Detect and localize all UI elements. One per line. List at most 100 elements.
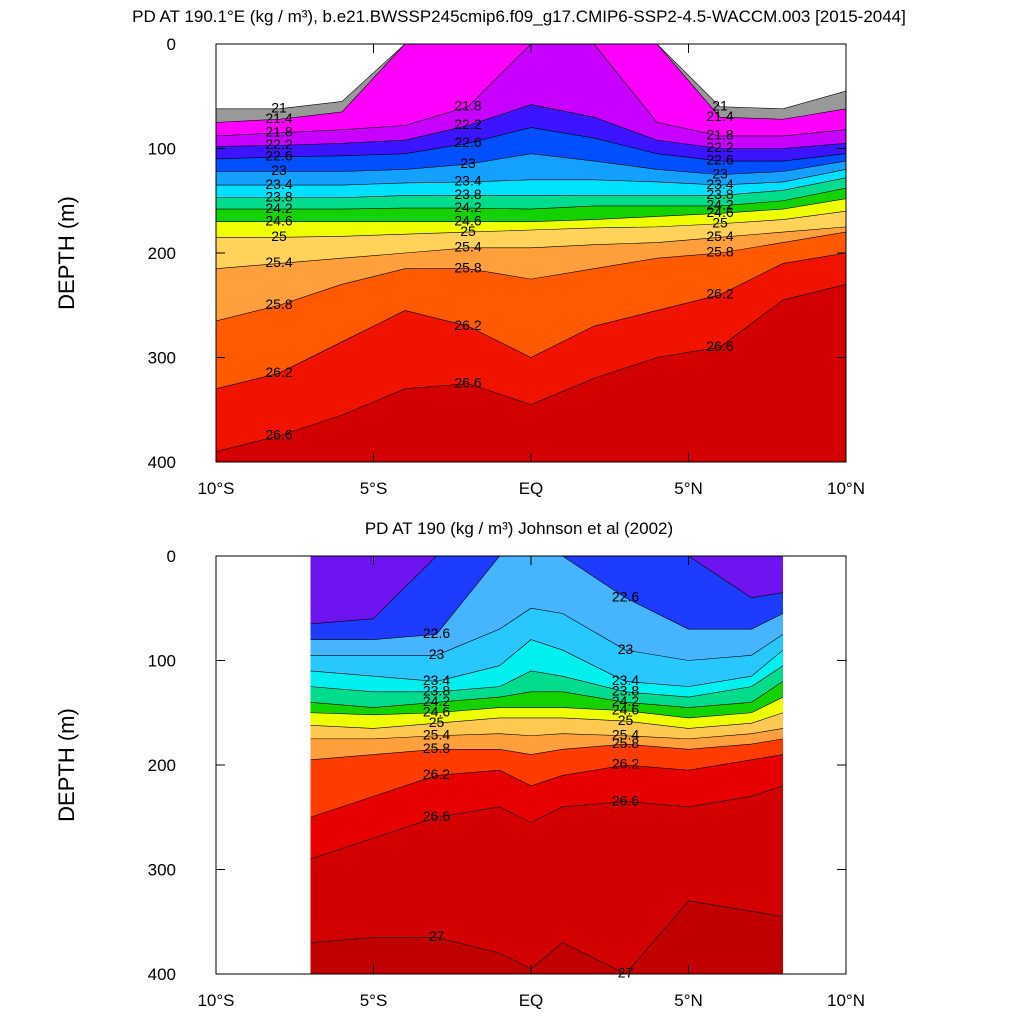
contour-line <box>216 153 846 175</box>
contour-label: 23 <box>271 162 287 178</box>
contour-line <box>216 44 846 123</box>
contour-label: 22.6 <box>454 134 481 150</box>
contour-line <box>310 556 784 625</box>
contour-label: 25.4 <box>706 228 733 244</box>
y-axis-label: DEPTH (m) <box>54 196 79 310</box>
contour-label: 26.2 <box>706 286 733 302</box>
contour-label: 26.2 <box>454 317 481 333</box>
contour-label: 24.2 <box>265 200 292 216</box>
contour-label: 25.4 <box>265 254 292 270</box>
contour-line <box>310 738 784 761</box>
contour-line <box>310 556 784 640</box>
contour-line <box>310 607 784 661</box>
contour-line <box>310 712 784 729</box>
contour-label: 25.8 <box>423 740 450 756</box>
contour-label: 24.2 <box>612 693 639 709</box>
contour-label: 23.4 <box>423 672 450 688</box>
chart-title: PD AT 190 (kg / m³) Johnson et al (2002) <box>365 519 673 538</box>
contour-label: 22.2 <box>454 116 481 132</box>
y-tick-label: 300 <box>148 861 176 880</box>
contour-label: 21.4 <box>265 110 292 126</box>
contour-label: 25.8 <box>612 735 639 751</box>
x-tick-label: 10°N <box>827 991 865 1010</box>
x-tick-label: 10°S <box>197 479 234 498</box>
x-tick-label: 10°N <box>827 479 865 498</box>
contour-label: 25.8 <box>706 244 733 260</box>
y-tick-label: 100 <box>148 140 176 159</box>
contour-label: 22.6 <box>706 152 733 168</box>
contour-line <box>310 900 784 974</box>
contour-line <box>216 44 846 110</box>
contour-line <box>216 210 846 238</box>
contour-line <box>310 639 784 687</box>
contour-label: 22.6 <box>265 148 292 164</box>
contour-label: 23 <box>460 155 476 171</box>
contour-label: 23.8 <box>706 186 733 202</box>
contour-label: 21 <box>712 97 728 113</box>
contour-label: 27 <box>429 928 445 944</box>
contour-label: 22.6 <box>423 625 450 641</box>
contour-label: 23 <box>429 646 445 662</box>
contour-label: 21.8 <box>706 127 733 143</box>
contour-label: 22.6 <box>612 589 639 605</box>
contour-band <box>310 785 783 974</box>
contour-line <box>216 44 846 137</box>
contour-label: 22.2 <box>706 139 733 155</box>
contour-label: 25.4 <box>612 726 639 742</box>
contour-fills <box>310 556 784 974</box>
y-tick-label: 400 <box>148 453 176 472</box>
contour-line <box>216 177 846 198</box>
contour-label: 26.6 <box>612 792 639 808</box>
contour-line <box>310 785 784 860</box>
contour-label: 25 <box>429 714 445 730</box>
contour-label: 23.8 <box>612 683 639 699</box>
contour-line <box>216 127 846 162</box>
contour-label: 21.8 <box>454 97 481 113</box>
x-tick-label: EQ <box>519 991 544 1010</box>
contour-label: 23 <box>618 641 634 657</box>
contour-label: 24.6 <box>706 204 733 220</box>
contour-label: 26.2 <box>423 766 450 782</box>
contour-label: 25.8 <box>454 259 481 275</box>
contour-label: 23.4 <box>706 176 733 192</box>
contour-label: 26.6 <box>706 338 733 354</box>
contour-label: 25.4 <box>454 238 481 254</box>
x-tick-label: 5°S <box>360 991 388 1010</box>
contour-label: 26.6 <box>265 427 292 443</box>
contour-line <box>216 104 846 149</box>
contour-label: 23.4 <box>612 672 639 688</box>
contour-label: 25 <box>618 712 634 728</box>
contour-line <box>310 696 784 719</box>
contour-label: 26.6 <box>454 374 481 390</box>
y-tick-label: 300 <box>148 349 176 368</box>
contour-label: 24.6 <box>265 212 292 228</box>
contour-label: 25.4 <box>423 726 450 742</box>
x-tick-label: EQ <box>519 479 544 498</box>
y-tick-label: 400 <box>148 965 176 984</box>
contour-label: 25 <box>460 223 476 239</box>
contour-label: 21.4 <box>706 108 733 124</box>
contour-label: 23.8 <box>454 186 481 202</box>
contour-line <box>216 187 846 210</box>
contour-label: 23.4 <box>454 173 481 189</box>
contour-line <box>310 728 784 740</box>
y-tick-label: 200 <box>148 756 176 775</box>
x-tick-label: 5°N <box>674 479 703 498</box>
contour-fills <box>216 44 846 462</box>
contour-line <box>216 252 846 390</box>
contour-band <box>216 284 846 462</box>
contour-band <box>310 900 783 974</box>
contour-label: 25 <box>271 228 287 244</box>
chart-title: PD AT 190.1°E (kg / m³), b.e21.BWSSP245c… <box>132 7 906 26</box>
contour-label: 23 <box>712 165 728 181</box>
contour-label: 24.2 <box>423 693 450 709</box>
y-tick-label: 200 <box>148 244 176 263</box>
contour-line <box>216 169 846 186</box>
contour-label: 24.6 <box>454 212 481 228</box>
x-tick-label: 5°N <box>674 991 703 1010</box>
contour-line <box>310 665 784 698</box>
contour-label: 24.2 <box>454 199 481 215</box>
y-axis-label: DEPTH (m) <box>54 708 79 822</box>
